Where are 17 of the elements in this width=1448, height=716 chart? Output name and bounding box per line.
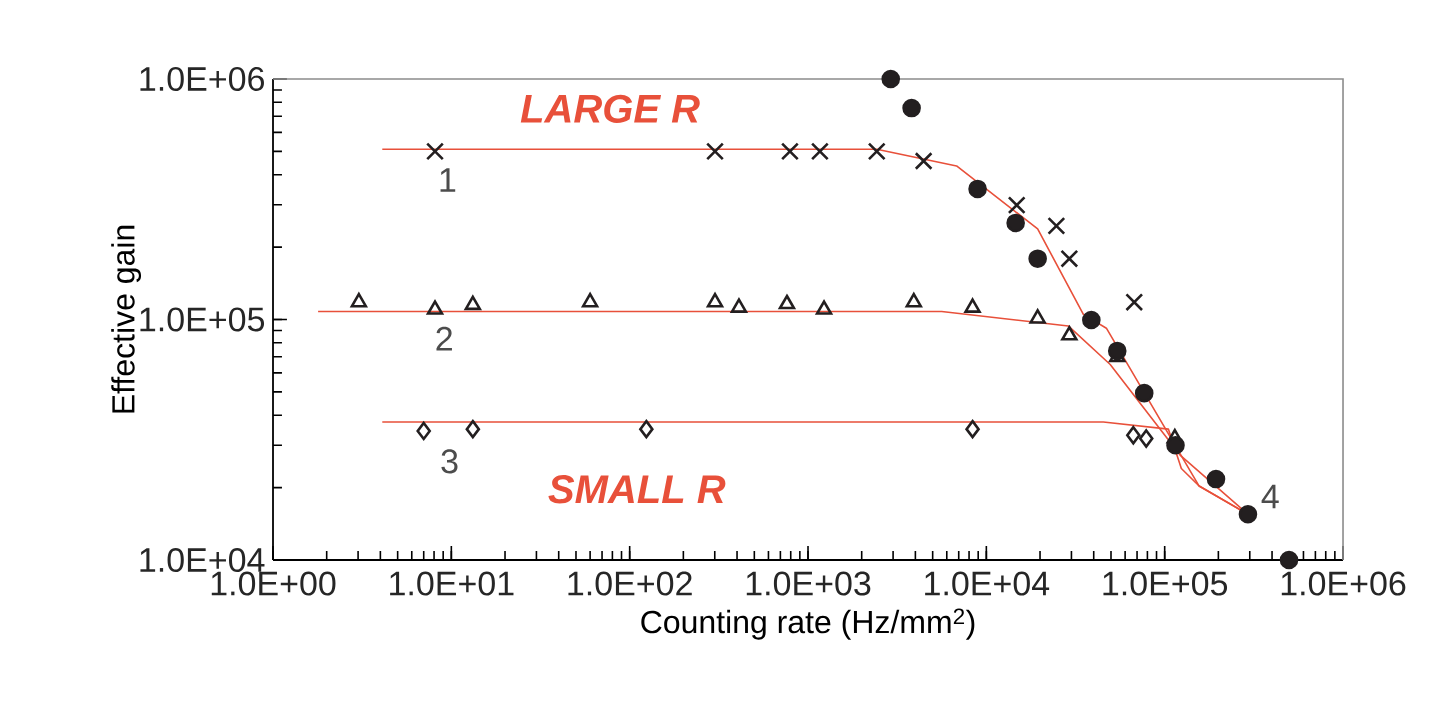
x-tick-label: 1.0E+02 [568, 571, 692, 596]
annotation: 2 [436, 326, 452, 351]
x-tick-label: 1.0E+01 [390, 571, 514, 596]
x-tick-label: 1.0E+00 [211, 571, 336, 596]
y-tick-label: 1.0E+05 [140, 307, 265, 332]
x-tick-label: 1.0E+06 [1281, 571, 1406, 596]
annotation: 4 [1261, 484, 1279, 509]
x-tick-label: 1.0E+04 [925, 571, 1050, 596]
y-tick-label: 1.0E+06 [140, 66, 264, 92]
annotation: SMALL R [548, 475, 726, 504]
x-tick-label: 1.0E+05 [1103, 571, 1228, 596]
annotation: LARGE R [520, 94, 700, 123]
annotation: 3 [441, 449, 458, 474]
y-tick-label: 1.0E+04 [140, 547, 265, 573]
x-tick-label: 1.0E+03 [746, 571, 871, 596]
annotation: 1 [440, 168, 456, 192]
x-axis-title: Counting rate (Hz/mm$^{2}$) [641, 608, 975, 640]
